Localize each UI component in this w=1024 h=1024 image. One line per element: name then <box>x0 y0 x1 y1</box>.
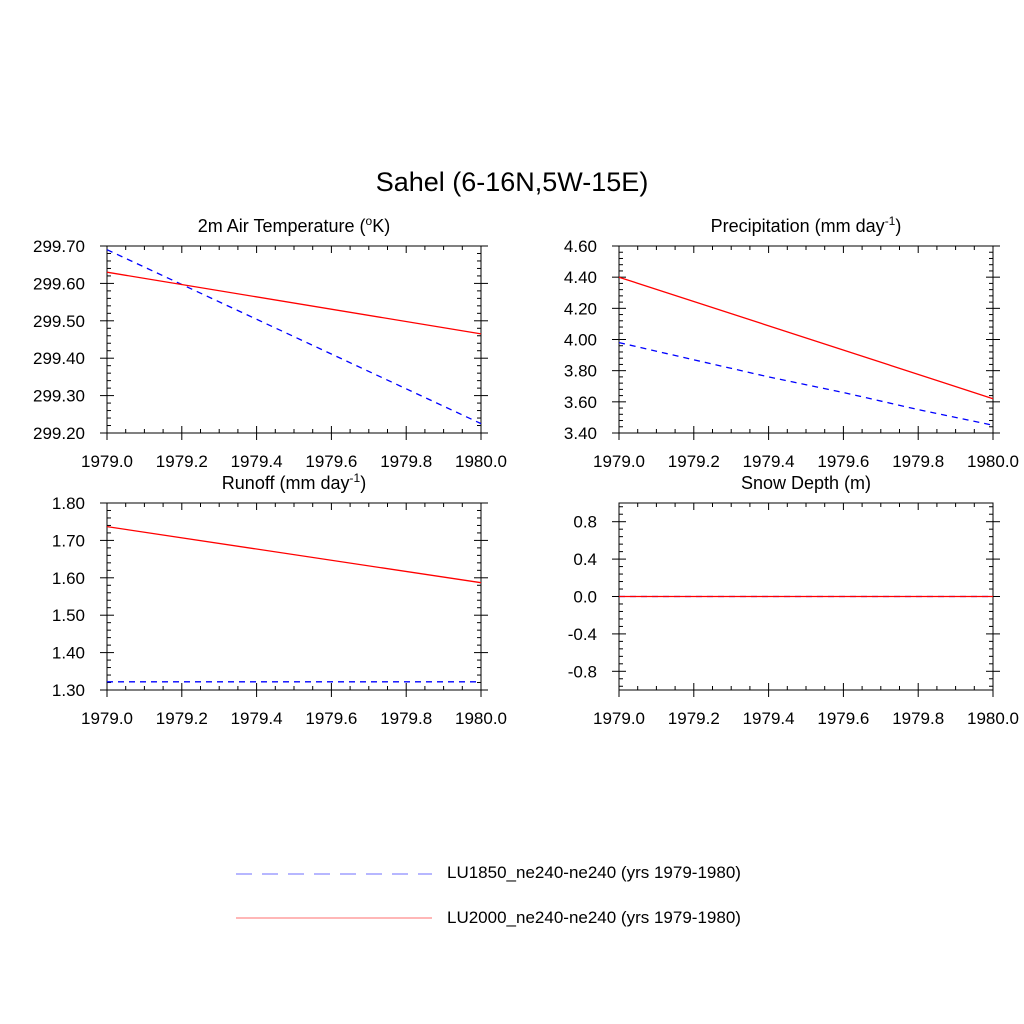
y-tick-label: 299.20 <box>33 424 85 443</box>
x-tick-label: 1979.6 <box>305 452 357 471</box>
y-tick-label: 4.40 <box>564 268 597 287</box>
y-tick-label: 299.60 <box>33 274 85 293</box>
y-tick-label: 299.40 <box>33 349 85 368</box>
x-tick-label: 1979.4 <box>743 709 795 728</box>
y-tick-label: 0.8 <box>573 513 597 532</box>
legend-label-lu1850: LU1850_ne240-ne240 (yrs 1979-1980) <box>447 863 741 882</box>
y-tick-label: 0.4 <box>573 550 597 569</box>
x-tick-label: 1979.8 <box>380 452 432 471</box>
x-tick-label: 1979.4 <box>231 452 283 471</box>
y-tick-label: -0.4 <box>568 625 597 644</box>
x-tick-label: 1979.4 <box>231 709 283 728</box>
y-tick-label: 1.60 <box>52 569 85 588</box>
x-tick-label: 1979.2 <box>156 452 208 471</box>
y-tick-label: 1.70 <box>52 531 85 550</box>
x-tick-label: 1979.0 <box>593 452 645 471</box>
panels: 2m Air Temperature (oK) 1979.0 1979.2 1979.… <box>33 214 1019 728</box>
x-tick-label: 1979.0 <box>81 709 133 728</box>
y-tick-label: 1.40 <box>52 644 85 663</box>
series-line-lu1850 <box>618 341 994 426</box>
legend-label-lu2000: LU2000_ne240-ne240 (yrs 1979-1980) <box>447 908 741 927</box>
y-tick-label: 1.50 <box>52 606 85 625</box>
x-tick-label: 1979.0 <box>593 709 645 728</box>
panel-4: Snow Depth (m) 1979.0 1979.2 1979.4 1979.6 19… <box>568 473 1019 728</box>
y-tick-label: 299.50 <box>33 312 85 331</box>
x-tick-label: 1980.0 <box>455 452 507 471</box>
x-tick-label: 1979.8 <box>380 709 432 728</box>
y-tick-label: 3.40 <box>564 424 597 443</box>
x-tick-label: 1979.8 <box>892 709 944 728</box>
panel-title: 2m Air Temperature (oK) <box>198 214 390 236</box>
y-tick-label: 299.30 <box>33 387 85 406</box>
panel-1: 2m Air Temperature (oK) 1979.0 1979.2 1979.… <box>33 214 507 471</box>
figure-title: Sahel (6-16N,5W-15E) <box>376 167 649 197</box>
x-tick-label: 1979.8 <box>892 452 944 471</box>
y-tick-label: 1.30 <box>52 681 85 700</box>
panel-title: Snow Depth (m) <box>741 473 871 493</box>
series-line-lu2000 <box>618 276 994 400</box>
y-tick-label: 4.00 <box>564 331 597 350</box>
series-line-lu2000 <box>106 525 482 584</box>
series-line-lu1850 <box>106 249 482 425</box>
x-tick-label: 1979.4 <box>743 452 795 471</box>
x-tick-label: 1979.6 <box>817 452 869 471</box>
x-tick-label: 1979.0 <box>81 452 133 471</box>
series-line-lu2000 <box>106 271 482 335</box>
y-tick-label: 3.60 <box>564 393 597 412</box>
y-tick-label: 3.80 <box>564 362 597 381</box>
y-tick-label: 4.60 <box>564 237 597 256</box>
x-tick-label: 1979.2 <box>668 709 720 728</box>
y-tick-label: 4.20 <box>564 299 597 318</box>
x-tick-label: 1979.6 <box>305 709 357 728</box>
plot-frame <box>618 245 994 434</box>
x-tick-label: 1980.0 <box>967 452 1019 471</box>
x-tick-label: 1979.2 <box>668 452 720 471</box>
x-tick-label: 1979.6 <box>817 709 869 728</box>
x-tick-label: 1980.0 <box>967 709 1019 728</box>
x-tick-label: 1979.2 <box>156 709 208 728</box>
legend: LU1850_ne240-ne240 (yrs 1979-1980) LU200… <box>236 863 741 927</box>
y-tick-label: 299.70 <box>33 237 85 256</box>
panel-title: Precipitation (mm day-1) <box>711 214 902 236</box>
y-tick-label: 1.80 <box>52 494 85 513</box>
y-tick-label: 0.0 <box>573 588 597 607</box>
panel-title: Runoff (mm day-1) <box>222 471 366 493</box>
y-tick-label: -0.8 <box>568 662 597 681</box>
x-tick-label: 1980.0 <box>455 709 507 728</box>
panel-3: Runoff (mm day-1) 1979.0 1979.2 1979.4 1979.… <box>52 471 507 728</box>
plot-frame <box>106 245 482 434</box>
plot-frame <box>106 502 482 691</box>
panel-2: Precipitation (mm day-1) 1979.0 1979.2 1979… <box>564 214 1019 471</box>
